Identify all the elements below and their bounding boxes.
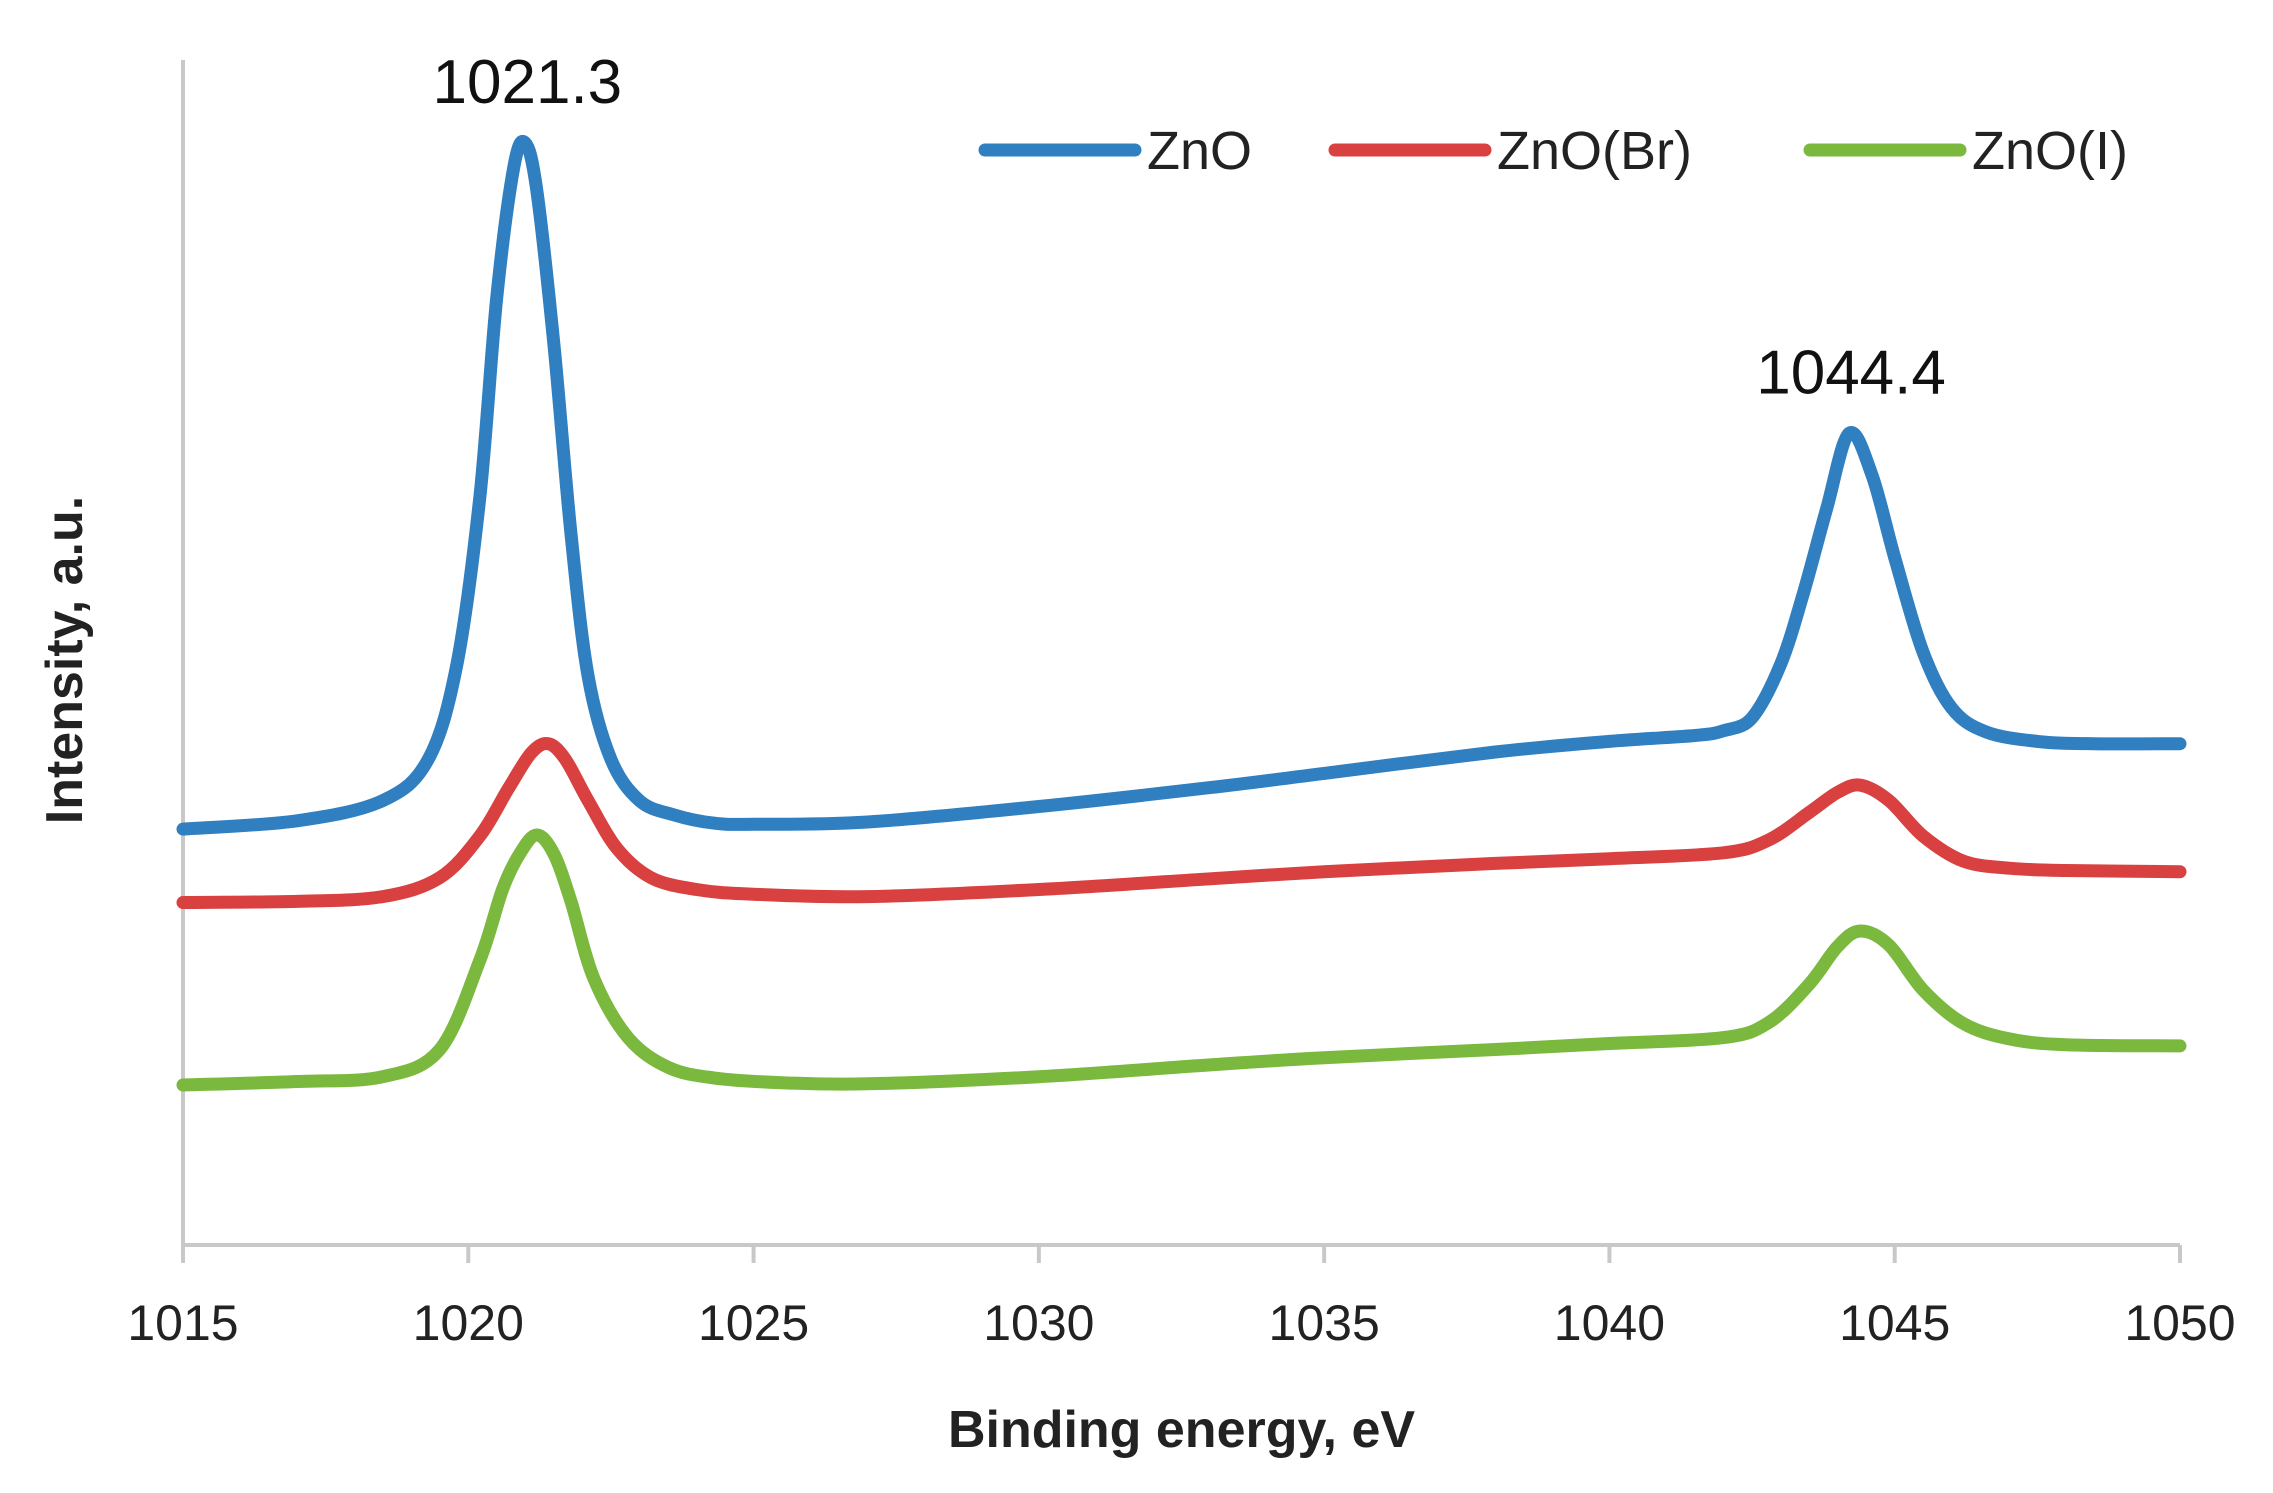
legend-label: ZnO(I) [1972,121,2128,181]
x-tick-label: 1030 [983,1295,1094,1351]
x-tick-label: 1045 [1839,1295,1950,1351]
x-tick-label: 1050 [2124,1295,2235,1351]
series-line-zno [176,134,2187,836]
x-tick-label: 1015 [127,1295,238,1351]
legend-label: ZnO [1147,121,1252,181]
peak-annotations: 1021.3 1044.4 [433,48,1946,407]
x-tick-label: 1035 [1269,1295,1380,1351]
series-line-zno-br [176,737,2187,909]
x-tick-label: 1040 [1554,1295,1665,1351]
legend: ZnO ZnO(Br) ZnO(I) [978,121,2128,181]
x-tick-label: 1020 [413,1295,524,1351]
x-tick-labels: 1015 1020 1025 1030 1035 1040 1045 1050 [127,1295,2235,1351]
y-axis-title: Intensity, a.u. [36,496,94,824]
peak-annotation: 1044.4 [1756,339,1946,408]
x-axis-title: Binding energy, eV [948,1401,1415,1459]
series-group [176,134,2187,1092]
peak-annotation: 1021.3 [433,48,623,117]
legend-label: ZnO(Br) [1497,121,1692,181]
series-line-zno-i [176,828,2187,1092]
x-tick-marks [181,1245,2182,1263]
x-tick-label: 1025 [698,1295,809,1351]
